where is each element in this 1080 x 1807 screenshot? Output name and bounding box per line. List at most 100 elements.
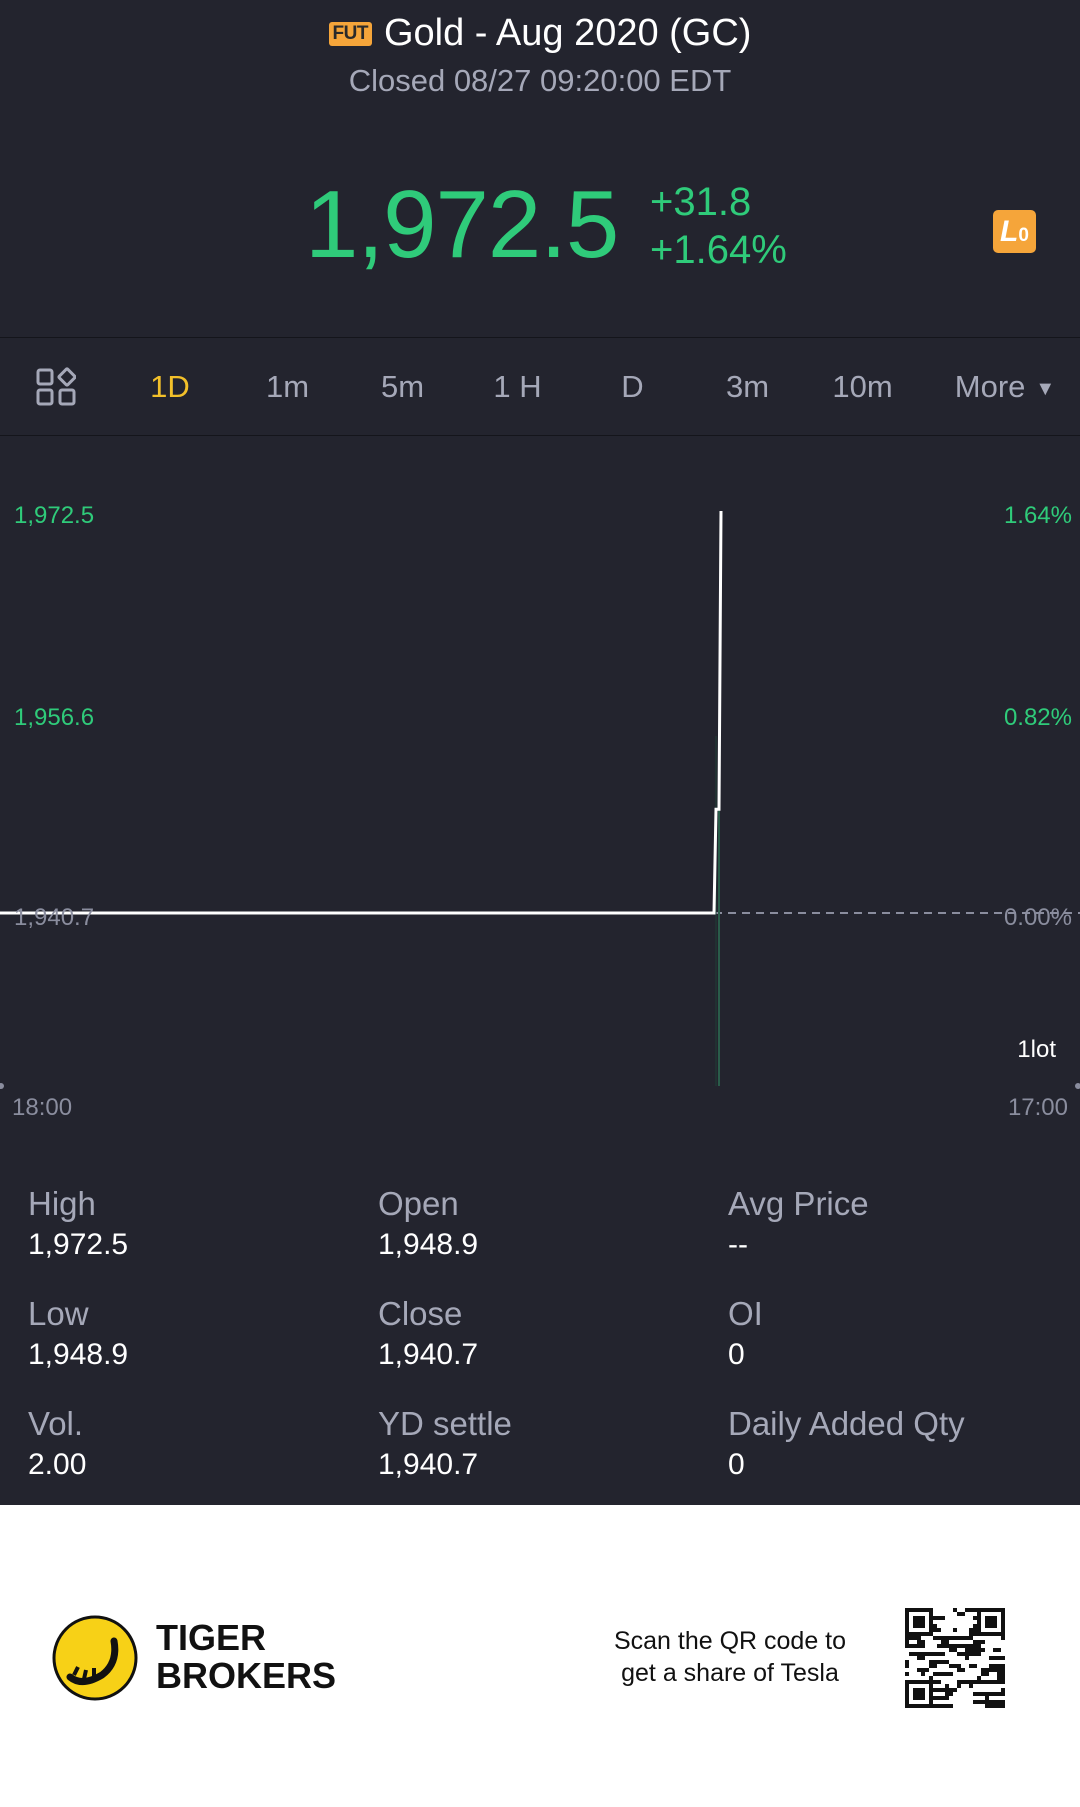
qr-module <box>977 1640 981 1644</box>
layout-grid-icon[interactable] <box>36 367 76 407</box>
qr-module <box>981 1692 985 1696</box>
qr-module <box>1001 1692 1005 1696</box>
qr-module <box>957 1664 961 1668</box>
tab-5m[interactable]: 5m <box>380 369 425 404</box>
qr-module <box>965 1644 969 1648</box>
qr-module <box>989 1700 993 1704</box>
qr-module <box>1001 1664 1005 1668</box>
stat-daily-added-qty: Daily Added Qty 0 <box>728 1404 1058 1484</box>
qr-module <box>985 1704 989 1708</box>
qr-module <box>905 1660 909 1664</box>
price-change-percent: +1.64% <box>650 228 787 272</box>
qr-module <box>933 1704 937 1708</box>
qr-module <box>945 1640 949 1644</box>
qr-module <box>917 1656 921 1660</box>
qr-module <box>913 1652 917 1656</box>
qr-module <box>941 1644 945 1648</box>
tab-1m[interactable]: 1m <box>265 369 310 404</box>
divider <box>0 337 1080 338</box>
stat-value: -- <box>728 1228 748 1261</box>
qr-module <box>1001 1700 1005 1704</box>
qr-module <box>985 1692 989 1696</box>
intraday-chart[interactable]: 1,972.5 1,956.6 1,940.7 1.64% 0.82% 0.00… <box>0 436 1080 1136</box>
more-dropdown[interactable]: More ▼ <box>935 339 1075 435</box>
stat-label: Avg Price <box>728 1185 869 1222</box>
qr-module <box>961 1636 965 1640</box>
promo-line-2: get a share of Tesla <box>621 1659 839 1687</box>
qr-module <box>973 1664 977 1668</box>
qr-module <box>993 1656 997 1660</box>
qr-module <box>965 1636 969 1640</box>
qr-module <box>1001 1704 1005 1708</box>
period-tabs: 1D 1m 5m 1 H D 3m 10m More ▼ <box>0 339 1080 435</box>
qr-module <box>1001 1680 1005 1684</box>
stat-value: 1,940.7 <box>378 1448 479 1481</box>
qr-module <box>917 1644 921 1648</box>
qr-module <box>965 1680 969 1684</box>
qr-module <box>933 1672 937 1676</box>
qr-module <box>941 1688 945 1692</box>
qr-module <box>933 1664 937 1668</box>
qr-module <box>1001 1656 1005 1660</box>
qr-code-icon[interactable] <box>905 1608 1005 1708</box>
qr-module <box>981 1700 985 1704</box>
title-row: FUT Gold - Aug 2020 (GC) <box>0 12 1080 55</box>
caret-down-icon: ▼ <box>1035 377 1056 400</box>
qr-module <box>989 1680 993 1684</box>
qr-module <box>953 1644 957 1648</box>
qr-module <box>977 1700 981 1704</box>
x-tick-start: 18:00 <box>12 1094 73 1121</box>
stat-close: Close 1,940.7 <box>378 1294 708 1374</box>
tab-3m[interactable]: 3m <box>725 369 770 404</box>
qr-module <box>977 1680 981 1684</box>
qr-module <box>941 1704 945 1708</box>
qr-module <box>949 1672 953 1676</box>
qr-module <box>969 1652 973 1656</box>
qr-module <box>945 1692 949 1696</box>
tab-10m[interactable]: 10m <box>832 369 893 404</box>
qr-module <box>965 1652 969 1656</box>
stat-label: Low <box>28 1295 89 1332</box>
qr-module <box>945 1688 949 1692</box>
qr-module <box>1001 1636 1005 1640</box>
qr-module <box>937 1688 941 1692</box>
qr-module <box>957 1680 961 1684</box>
qr-module <box>977 1692 981 1696</box>
qr-module <box>937 1696 941 1700</box>
qr-module <box>981 1668 985 1672</box>
stat-label: OI <box>728 1295 763 1332</box>
volume-scale-label: 1lot <box>1017 1036 1056 1063</box>
tab-d[interactable]: D <box>621 369 644 404</box>
qr-module <box>925 1668 929 1672</box>
qr-module <box>949 1664 953 1668</box>
qr-module <box>945 1696 949 1700</box>
qr-module <box>937 1628 941 1632</box>
tab-1h[interactable]: 1 H <box>493 369 542 404</box>
tab-1d[interactable]: 1D <box>150 369 190 404</box>
qr-module <box>937 1616 941 1620</box>
scroll-handle-right[interactable] <box>1075 1083 1080 1089</box>
qr-module <box>909 1636 913 1640</box>
qr-module <box>917 1636 921 1640</box>
qr-module <box>933 1660 937 1664</box>
qr-module <box>933 1688 937 1692</box>
qr-module <box>905 1664 909 1668</box>
stat-label: Open <box>378 1185 459 1222</box>
stat-label: High <box>28 1185 96 1222</box>
scroll-handle-left[interactable] <box>0 1083 4 1089</box>
qr-module <box>973 1680 977 1684</box>
x-tick-end: 17:00 <box>1007 1094 1068 1121</box>
qr-module <box>977 1648 981 1652</box>
qr-module <box>921 1640 925 1644</box>
qr-module <box>945 1636 949 1640</box>
qr-module <box>981 1672 985 1676</box>
quote-header: FUT Gold - Aug 2020 (GC) Closed 08/27 09… <box>0 0 1080 338</box>
qr-module <box>941 1672 945 1676</box>
qr-module <box>965 1648 969 1652</box>
y-tick-left-low: 1,940.7 <box>14 904 95 931</box>
stat-yd-settle: YD settle 1,940.7 <box>378 1404 708 1484</box>
qr-module <box>957 1612 961 1616</box>
qr-module <box>981 1680 985 1684</box>
qr-module <box>945 1672 949 1676</box>
